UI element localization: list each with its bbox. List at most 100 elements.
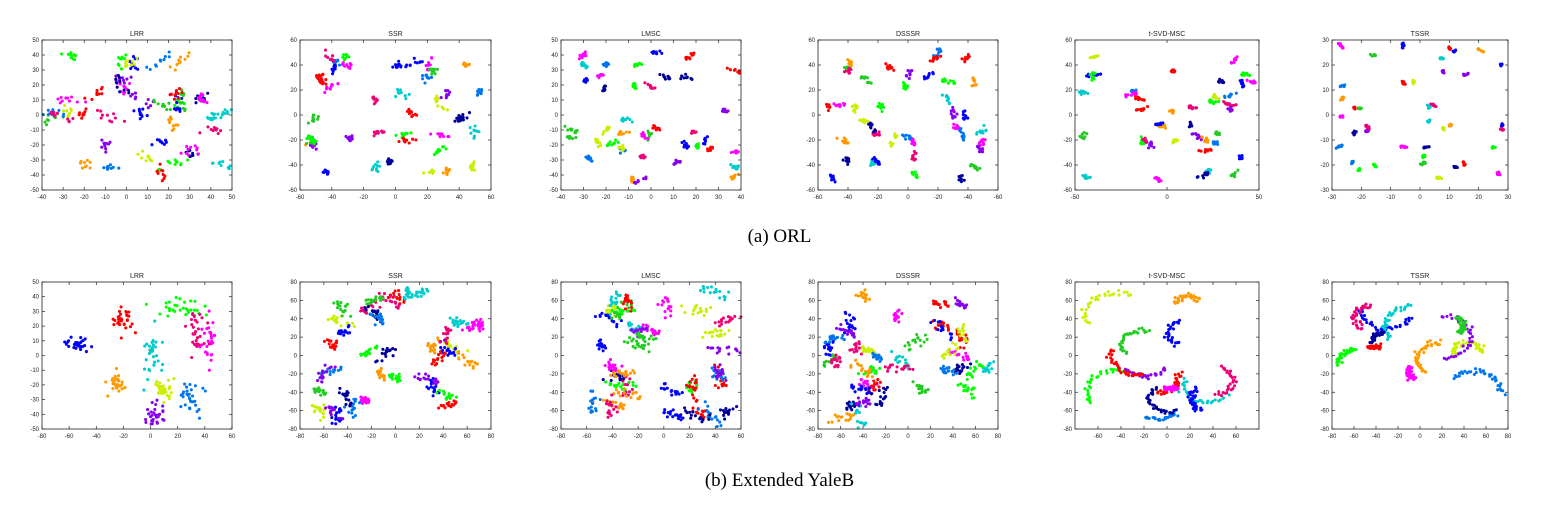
data-point — [609, 378, 613, 383]
data-point — [363, 398, 367, 402]
data-point — [397, 375, 401, 379]
data-point — [1203, 148, 1208, 152]
data-point — [952, 126, 956, 130]
data-point — [198, 94, 202, 98]
data-point — [922, 340, 926, 344]
data-point — [125, 77, 129, 81]
y-tick-label: -10 — [549, 128, 558, 134]
x-tick-label: 40 — [202, 434, 209, 440]
data-point — [203, 304, 207, 308]
data-point — [104, 150, 108, 154]
data-point — [442, 332, 446, 336]
data-point — [824, 359, 829, 363]
data-point — [641, 323, 645, 327]
data-point — [397, 289, 401, 293]
data-point — [140, 156, 144, 160]
data-point — [680, 140, 684, 145]
data-point — [638, 395, 642, 399]
data-point — [716, 346, 720, 350]
data-point — [175, 160, 179, 164]
data-point — [923, 333, 927, 337]
data-point — [348, 331, 352, 335]
data-point — [851, 109, 855, 113]
data-point — [47, 112, 51, 116]
data-point — [366, 305, 370, 309]
data-point — [916, 336, 920, 340]
data-point — [614, 138, 618, 142]
data-point — [477, 327, 481, 331]
x-tick-label: 60 — [738, 434, 745, 440]
data-point — [443, 352, 447, 356]
data-point — [971, 78, 975, 82]
data-point — [466, 349, 470, 353]
data-point — [185, 389, 189, 393]
data-point — [207, 342, 211, 346]
data-point — [713, 321, 717, 325]
data-point — [1350, 160, 1354, 164]
data-point — [849, 319, 853, 323]
data-point — [843, 69, 848, 73]
data-point — [706, 346, 710, 350]
data-point — [334, 344, 338, 348]
scatter-points — [63, 295, 217, 426]
data-point — [1206, 148, 1210, 152]
x-tick-label: -60 — [582, 434, 591, 440]
data-point — [428, 346, 432, 350]
data-point — [730, 317, 734, 321]
data-point — [153, 319, 157, 323]
data-point — [633, 346, 637, 350]
data-point — [978, 166, 982, 170]
data-point — [679, 77, 683, 81]
data-point — [122, 119, 127, 123]
data-point — [831, 175, 835, 179]
data-point — [882, 386, 886, 390]
data-point — [448, 343, 452, 347]
data-point — [463, 363, 467, 367]
chart-title: SSR — [388, 31, 402, 38]
data-point — [206, 321, 210, 325]
data-point — [734, 347, 738, 351]
data-point — [854, 358, 858, 362]
data-point — [52, 110, 56, 114]
data-point — [880, 109, 884, 114]
data-point — [1352, 129, 1356, 133]
data-point — [715, 418, 719, 422]
data-point — [857, 340, 861, 344]
data-point — [579, 54, 584, 58]
data-point — [694, 399, 698, 403]
data-point — [962, 178, 966, 182]
data-point — [947, 347, 951, 351]
data-point — [154, 415, 158, 419]
data-point — [610, 316, 614, 320]
data-point — [633, 308, 637, 313]
data-point — [453, 347, 457, 351]
data-point — [328, 370, 332, 374]
data-point — [609, 382, 613, 386]
data-point — [318, 418, 323, 422]
axes-box — [41, 281, 233, 430]
data-point — [178, 100, 182, 104]
data-point — [70, 95, 74, 99]
data-point — [1477, 47, 1481, 51]
x-tick-label: -40 — [327, 195, 336, 201]
data-point — [476, 323, 480, 327]
y-tick-label: -60 — [288, 188, 297, 194]
data-point — [1223, 95, 1227, 100]
chart-title: LRR — [130, 31, 144, 38]
data-point — [724, 406, 728, 411]
data-point — [190, 394, 195, 398]
y-tick-label: -20 — [1320, 163, 1329, 169]
data-point — [711, 375, 715, 379]
y-tick-label: -30 — [30, 398, 39, 404]
data-point — [603, 84, 607, 88]
data-point — [333, 67, 337, 71]
data-point — [684, 72, 688, 76]
data-point — [337, 416, 341, 420]
y-tick-label: 0 — [294, 113, 298, 119]
data-point — [391, 65, 395, 69]
data-point — [897, 354, 902, 358]
data-point — [671, 415, 675, 419]
data-point — [104, 380, 108, 384]
data-point — [309, 136, 313, 141]
data-point — [897, 320, 901, 324]
